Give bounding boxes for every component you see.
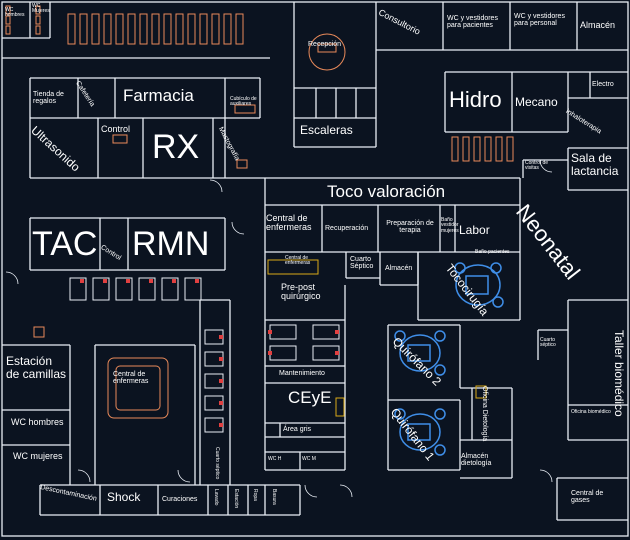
room-recepcion: Recepción <box>308 41 342 48</box>
bed-markers <box>80 279 339 427</box>
room-mecano: Mecano <box>515 95 558 109</box>
room-oficina-biomedico: Oficina biomédico <box>571 409 611 415</box>
doors <box>5 159 553 498</box>
room-hidro: Hidro <box>449 87 502 112</box>
room-shock: Shock <box>107 490 141 504</box>
room-ceye: CEyE <box>288 388 332 407</box>
room-toco-valoracion: Toco valoración <box>327 182 446 201</box>
room-rmn: RMN <box>132 225 210 263</box>
room-oficina-dietologia: Oficina Dietología <box>481 386 488 442</box>
room-rx: RX <box>152 128 200 166</box>
room-preparacion: Preparación de terapia <box>386 220 434 235</box>
room-almacen-top: Almacén <box>580 20 616 30</box>
surgical-equipment <box>394 262 504 456</box>
room-tienda: Tienda de regalos <box>33 91 64 106</box>
room-sala-lactancia: Sala de lactancia <box>571 151 619 178</box>
room-labor: Labor <box>459 223 490 237</box>
furniture <box>5 5 514 419</box>
room-wc-hombres-top: WC hombres <box>5 7 25 19</box>
room-cuarto-septico-2: Cuarto séptico <box>540 337 556 349</box>
room-bano-vestidor: Baño vestidor mujeres <box>441 217 459 234</box>
room-farmacia: Farmacia <box>123 86 194 105</box>
room-central-enfermeras-3: Central de enfermeras <box>113 371 149 386</box>
room-almacen-dietologia: Almacén dietología <box>461 453 492 468</box>
room-cuarto-septico-3: Cuarto séptico <box>214 447 220 480</box>
room-electro: Electro <box>592 81 614 88</box>
room-control-top: Control <box>101 124 131 134</box>
room-estacion-camillas: Estación de camillas <box>6 354 67 381</box>
room-wc-hombres: WC hombres <box>11 417 64 427</box>
room-cuarto-septico-1: Cuarto Séptico <box>350 256 374 271</box>
room-wc-personal: WC y vestidores para personal <box>514 13 565 28</box>
room-area-gris: Área gris <box>283 426 312 433</box>
room-control-visitas: Control de visitas <box>525 160 549 172</box>
room-central-gases: Central de gases <box>571 490 604 505</box>
room-wc-mujeres: WC mujeres <box>13 451 63 461</box>
room-almacen-mid: Almacén <box>385 265 413 272</box>
room-wc-h: WC H <box>268 456 282 462</box>
room-pre-post: Pre-post quirúrgico <box>281 282 321 302</box>
room-mantenimiento: Mantenimiento <box>279 370 325 377</box>
room-cubiculo: Cubículo de auxiliares <box>230 96 257 108</box>
room-ropa: Ropa <box>252 489 258 501</box>
room-lavado: Lavado <box>213 489 219 506</box>
room-taller-biomedico: Taller biomédico <box>612 330 626 417</box>
room-wc-mujeres-top: WC Mujeres <box>32 3 50 15</box>
room-curaciones: Curaciones <box>162 496 198 503</box>
room-wc-m: WC M <box>302 456 316 462</box>
room-escaleras: Escaleras <box>300 123 353 137</box>
room-tac: TAC <box>32 225 98 263</box>
room-central-enfermeras-2: Central de enfermeras <box>285 255 311 267</box>
room-bano-pacientes: Baño pacientes <box>475 249 510 255</box>
room-recuperacion: Recuperación <box>325 225 369 232</box>
room-wc-pacientes: WC y vestidores para pacientes <box>447 15 498 30</box>
room-basura: Basura <box>271 489 277 505</box>
room-central-enfermeras-1: Central de enfermeras <box>266 213 312 233</box>
room-estacion-small: Estación <box>233 489 239 509</box>
